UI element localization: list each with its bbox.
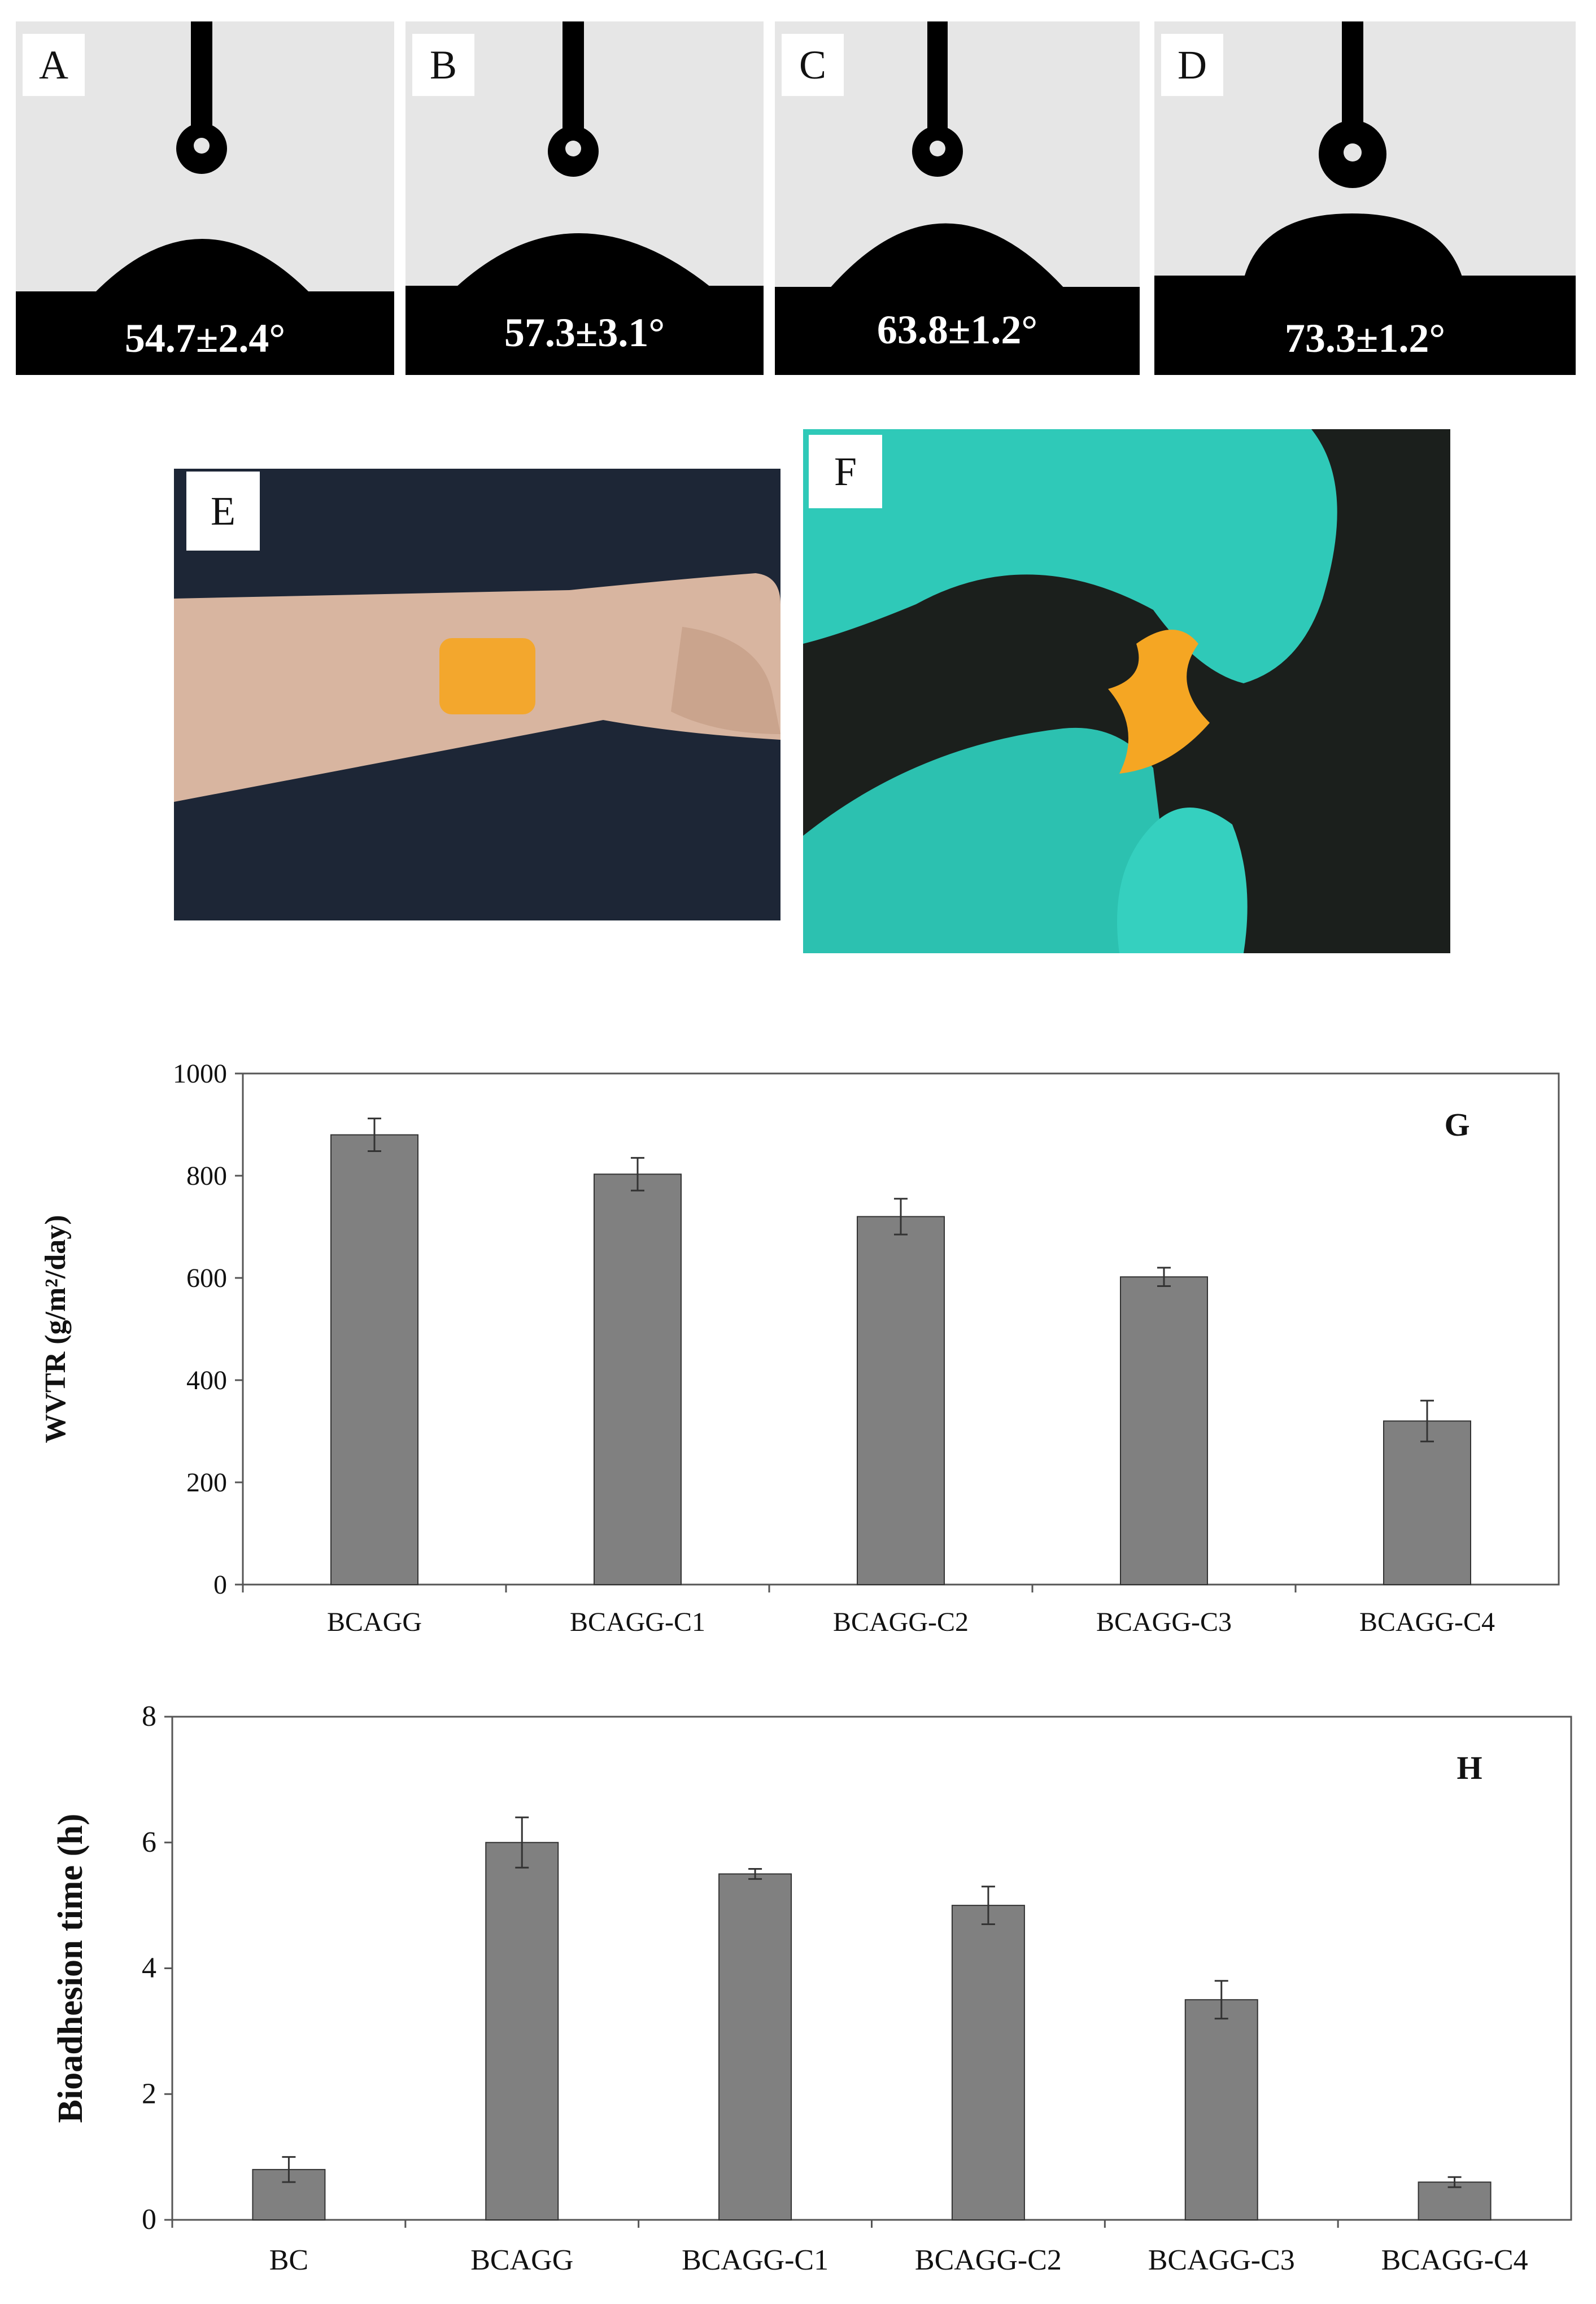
x-tick-label: BCAGG (327, 1607, 422, 1637)
y-tick-label: 4 (142, 1952, 156, 1984)
bioadhesion-bar-chart: 0 2 4 6 8 BC BCAGG BCAGG-C1 BCAGG-C2 BCAGG-C3 BCAG… (51, 1700, 1572, 2276)
bar-bcagg (330, 1134, 418, 1586)
x-tick-label: BCAGG-C4 (1381, 2244, 1528, 2276)
bar-bcagg-c1 (594, 1173, 682, 1586)
photo-f-gloves-patch: F (803, 429, 1450, 953)
bar-bcagg (485, 1842, 559, 2220)
x-tick-label: BCAGG-C1 (570, 1607, 705, 1637)
contact-angle-value: 63.8±1.2° (877, 307, 1038, 352)
panel-label: B (412, 34, 474, 96)
bar-bcagg-c1 (718, 1873, 792, 2220)
bar-bcagg-c4 (1383, 1420, 1471, 1586)
x-tick-label: BCAGG-C2 (915, 2244, 1062, 2276)
y-tick-label: 800 (186, 1161, 227, 1191)
contact-angle-panel-d: D 73.3±1.2° (1154, 21, 1576, 375)
contact-angle-value: 57.3±3.1° (504, 310, 665, 355)
panel-label: A (23, 34, 85, 96)
droplet-illustration (16, 21, 394, 375)
y-tick-label: 0 (142, 2203, 156, 2236)
bar-bcagg-c2 (951, 1905, 1025, 2220)
y-tick-label: 6 (142, 1826, 156, 1858)
y-tick-label: 200 (186, 1468, 227, 1498)
y-tick-label: 400 (186, 1365, 227, 1395)
contact-angle-value: 54.7±2.4° (124, 316, 286, 361)
x-tick-label: BCAGG-C4 (1359, 1607, 1495, 1637)
bar-bcagg-c3 (1120, 1276, 1208, 1585)
panel-label: E (186, 472, 260, 551)
panel-label: D (1161, 34, 1223, 96)
bar-bcagg-c2 (857, 1216, 945, 1585)
y-tick-label: 600 (186, 1263, 227, 1293)
panel-label: F (809, 435, 882, 508)
contact-angle-panel-a: A 54.7±2.4° (16, 21, 394, 375)
x-tick-label: BCAGG-C3 (1148, 2244, 1295, 2276)
bar-bcagg-c4 (1418, 2181, 1492, 2220)
photo-e-arm-patch: E (174, 469, 780, 920)
plot-frame (171, 1716, 1572, 2221)
chart-panel-label: G (1444, 1106, 1469, 1143)
droplet-illustration (1154, 21, 1576, 375)
y-tick-label: 0 (213, 1570, 227, 1600)
x-tick-label: BC (269, 2244, 308, 2276)
droplet-illustration (405, 21, 764, 375)
x-tick-label: BCAGG-C1 (682, 2244, 828, 2276)
x-tick-label: BCAGG (470, 2244, 573, 2276)
chart-panel-label: H (1457, 1749, 1482, 1786)
contact-angle-panel-b: B 57.3±3.1° (405, 21, 764, 375)
y-tick-label: 8 (142, 1700, 156, 1733)
contact-angle-value: 73.3±1.2° (1284, 316, 1446, 361)
bar-bcagg-c3 (1184, 1999, 1258, 2220)
x-tick-label: BCAGG-C2 (833, 1607, 969, 1637)
wvtr-bar-chart: 0 200 400 600 800 1000 BCAGG BCAGG-C1 BCAGG-C2 BC… (40, 1059, 1560, 1637)
x-tick-label: BCAGG-C3 (1096, 1607, 1232, 1637)
y-axis-label: WVTR (g/m²/day) (40, 1215, 72, 1443)
arm-patch-illustration (174, 469, 780, 920)
y-tick-label: 2 (142, 2078, 156, 2110)
y-tick-label: 1000 (173, 1059, 227, 1089)
y-axis-label: Bioadhesion time (h) (51, 1814, 90, 2123)
gloves-patch-illustration (803, 429, 1450, 953)
panel-label: C (782, 34, 844, 96)
contact-angle-panel-c: C 63.8±1.2° (775, 21, 1140, 375)
droplet-illustration (775, 21, 1140, 375)
